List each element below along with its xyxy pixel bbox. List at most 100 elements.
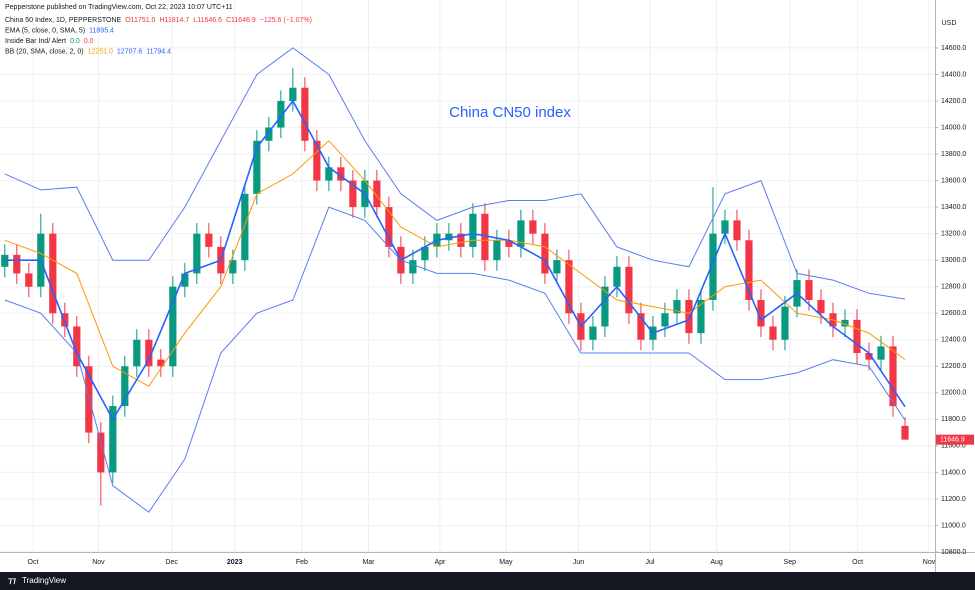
indicator-line [4, 99, 906, 422]
candle [13, 244, 21, 285]
candle-body [181, 273, 189, 287]
legend-value: 11895.4 [89, 27, 114, 34]
candle-body [337, 167, 345, 181]
candle [613, 256, 621, 298]
indicator-line [4, 140, 906, 387]
candle [25, 262, 33, 298]
candle-body [685, 299, 693, 334]
candle-body [673, 299, 681, 314]
candle [685, 289, 693, 344]
y-tick-label: 12000.0 [941, 390, 966, 397]
candle [133, 329, 141, 377]
y-tick-label: 13200.0 [941, 230, 966, 237]
candle-body [85, 366, 93, 433]
x-tick-label: Apr [434, 559, 446, 566]
y-tick-label: 11400.0 [941, 469, 966, 476]
candle-body [205, 233, 213, 247]
legend-value: 0.0 [84, 38, 94, 45]
y-tick-label: 10800.0 [941, 549, 966, 556]
indicator-line [4, 47, 906, 300]
candle [313, 130, 321, 192]
candle [97, 422, 105, 506]
candle [109, 395, 117, 484]
price-unit: USD [942, 20, 957, 27]
candle [505, 229, 513, 258]
candle-body [901, 425, 909, 440]
candle-body [445, 233, 453, 241]
candle [157, 349, 165, 377]
candle [85, 355, 93, 444]
candle-body [385, 207, 393, 247]
x-tick-label: Jul [645, 559, 654, 566]
candle-body [889, 346, 897, 407]
legend-value: 12251.0 [88, 48, 113, 55]
candle-body [841, 319, 849, 327]
x-tick-label: Sep [784, 559, 797, 566]
candle-body [529, 220, 537, 234]
indicator-line [4, 206, 906, 513]
y-tick-label: 12200.0 [941, 363, 966, 370]
x-tick-label: Jun [573, 559, 584, 566]
candle-body [289, 87, 297, 101]
candle-body [757, 299, 765, 327]
y-tick-label: 14000.0 [941, 124, 966, 131]
candle-body [421, 246, 429, 261]
x-tick-label: Dec [165, 559, 178, 566]
candle-body [613, 266, 621, 287]
candle [457, 223, 465, 258]
candle [421, 236, 429, 271]
candle [145, 329, 153, 377]
candle-body [709, 233, 717, 300]
candle [349, 169, 357, 218]
candle [601, 276, 609, 338]
candle-body [553, 260, 561, 274]
y-tick-label: 12400.0 [941, 337, 966, 344]
candle [289, 67, 297, 112]
legend: China 50 Index, 1D, PEPPERSTONE O11751.0 H… [5, 17, 312, 56]
legend-row: BB (20, SMA, close, 2, 0) 12251.0 12707.6 1… [5, 48, 171, 55]
candle-body [313, 140, 321, 181]
candle [733, 209, 741, 251]
candle-body [733, 220, 741, 241]
x-tick-label: Oct [852, 559, 863, 566]
y-tick-label: 11000.0 [941, 522, 966, 529]
candle-body [781, 306, 789, 340]
legend-value: O11751.0 [125, 17, 155, 24]
candle-body [541, 233, 549, 274]
candle-body [109, 406, 117, 473]
published-line: Pepperstone published on TradingView.com… [5, 4, 233, 11]
legend-label: China 50 Index, 1D, PEPPERSTONE [5, 17, 122, 24]
candle-body [505, 240, 513, 247]
candle-body [625, 266, 633, 314]
candle-body [169, 286, 177, 367]
candle [337, 156, 345, 192]
x-tick-label: Feb [296, 559, 308, 566]
candle-body [301, 87, 309, 141]
candle-body [25, 273, 33, 287]
y-tick-label: 14400.0 [941, 71, 966, 78]
x-tick-label: May [499, 559, 513, 566]
legend-value: L11646.6 [193, 17, 222, 24]
y-tick-label: 11200.0 [941, 496, 966, 503]
candle [637, 302, 645, 351]
y-tick-label: 11600.0 [941, 443, 966, 450]
candle-body [277, 100, 285, 128]
candle-body [745, 240, 753, 300]
candle-body [805, 280, 813, 300]
candle [529, 209, 537, 245]
candle [193, 223, 201, 285]
candle [889, 335, 897, 417]
candle-body [145, 339, 153, 367]
candle-body [877, 346, 885, 360]
candle-body [241, 193, 249, 261]
y-tick-label: 13600.0 [941, 177, 966, 184]
candle-body [457, 233, 465, 247]
candle-body [13, 254, 21, 274]
candle-body [61, 313, 69, 327]
legend-value: 12707.6 [117, 48, 142, 55]
x-tick-label: 2023 [227, 559, 243, 566]
candle-body [865, 353, 873, 360]
candle [853, 309, 861, 364]
candle-body [121, 366, 129, 407]
